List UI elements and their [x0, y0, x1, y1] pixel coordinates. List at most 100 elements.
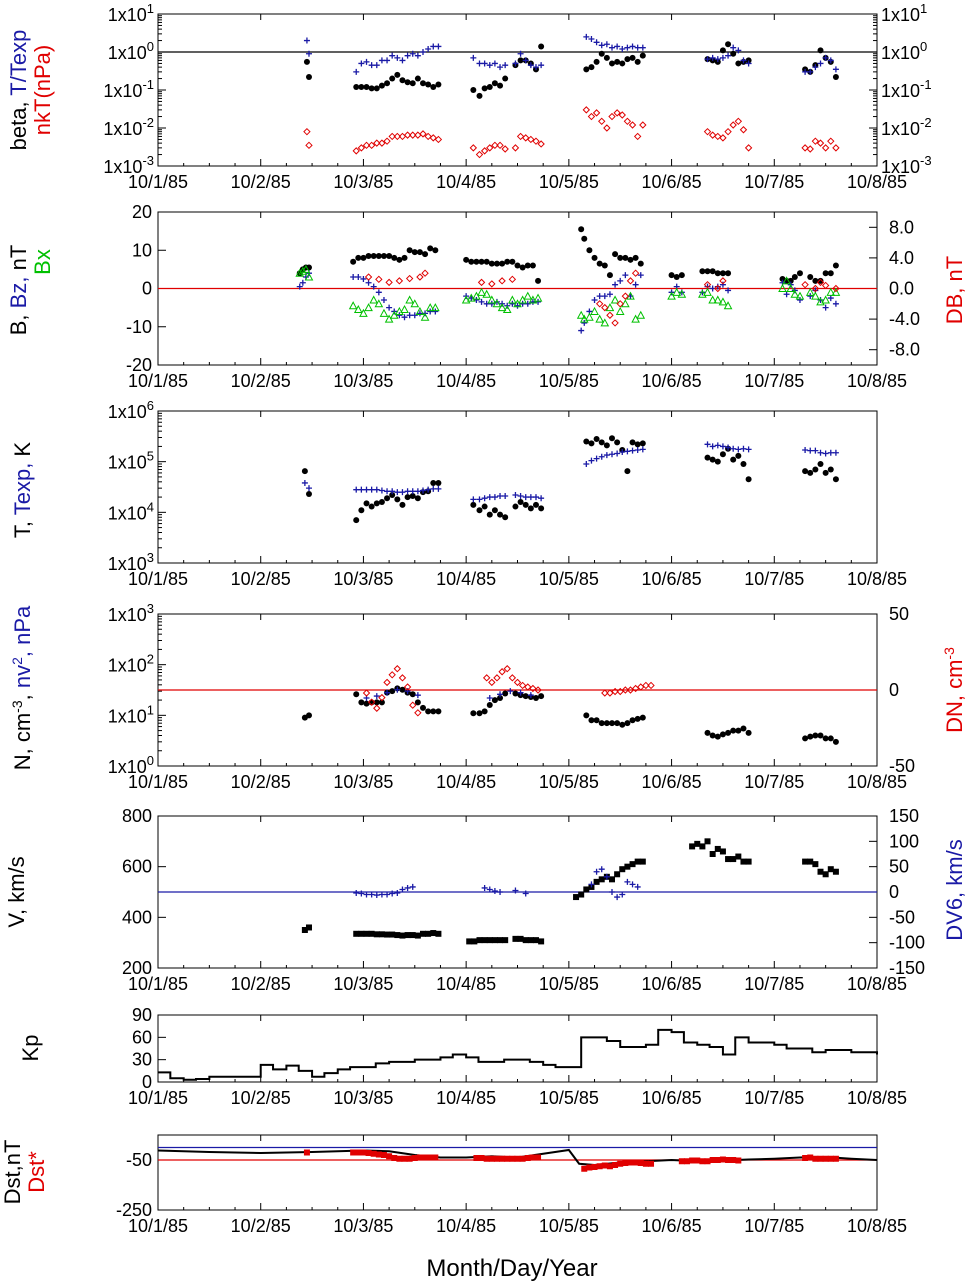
n-black-point: [812, 732, 819, 739]
n-red-point: [493, 674, 501, 682]
dst-red-point: [709, 1157, 716, 1163]
beta-blue-point: [812, 64, 819, 71]
v-black-point: [832, 868, 839, 875]
beta-black-point: [425, 81, 432, 88]
n-black-point: [807, 733, 814, 740]
n-black-point: [619, 721, 626, 728]
n-black-point: [373, 699, 380, 706]
b-green-point: [304, 272, 314, 281]
b-red-point: [364, 273, 373, 281]
b-black-point: [817, 277, 824, 284]
beta-blue-point: [368, 62, 375, 69]
beta-red-point: [516, 132, 525, 141]
v-blue-point: [353, 890, 360, 897]
v-black-point: [745, 858, 752, 865]
beta-red-point: [816, 139, 825, 147]
beta-red-point: [469, 144, 478, 152]
v-black-point: [817, 868, 824, 875]
b-green-point: [497, 303, 507, 312]
n-black-point: [802, 735, 809, 742]
b-green-point: [667, 291, 676, 300]
chart-marks: 10/1/85 10/2/85 10/3/85 10/4/85 10/5/85 10/6/…: [103, 1, 931, 1236]
b-black-point: [360, 254, 367, 261]
beta-blue-point: [435, 43, 442, 50]
t-black-point: [629, 439, 636, 446]
beta-black-point: [394, 71, 401, 78]
n-red-point: [601, 689, 609, 697]
t-black-point: [593, 436, 600, 443]
b-black-point: [365, 252, 372, 259]
beta-black-point: [598, 50, 605, 57]
beta-red-point: [388, 132, 396, 141]
n-red-point: [403, 683, 412, 691]
beta-black-point: [384, 80, 391, 87]
v-black-point: [373, 931, 380, 938]
b-blue-point: [355, 274, 362, 281]
b-black-point: [350, 258, 357, 265]
beta-red-point: [419, 130, 427, 138]
beta-black-point: [430, 83, 437, 90]
t-blue-point: [368, 486, 375, 493]
t-blue-point: [378, 487, 385, 494]
dst-red-point: [683, 1158, 690, 1165]
beta-ytick-label: 1x10-1: [103, 77, 154, 101]
b-black-point: [622, 254, 629, 261]
beta-red-point: [491, 141, 499, 150]
t-black-point: [583, 438, 590, 445]
n-date-label: 10/2/85: [231, 772, 291, 792]
b-green-point: [389, 310, 399, 319]
t-black-point: [470, 501, 477, 508]
dst-date-label: 10/7/85: [744, 1216, 804, 1236]
n-black-point: [603, 720, 610, 727]
kp-date-label: 10/4/85: [436, 1088, 496, 1108]
beta-black-point: [409, 80, 416, 87]
b-black-point: [832, 262, 839, 269]
t-blue-point: [512, 491, 519, 498]
beta-ylabel-red: nkT(nPa): [30, 45, 55, 135]
b-black-point: [529, 262, 536, 269]
v-blue-point: [368, 891, 375, 898]
beta-red-point: [501, 145, 509, 153]
dst-red-point: [807, 1154, 814, 1161]
t-black-point: [384, 495, 391, 502]
n-black-point: [389, 688, 396, 695]
b-black-point: [406, 247, 413, 254]
b-blue-point: [822, 304, 829, 311]
t-black-point: [373, 500, 380, 507]
t-blue-point: [614, 450, 621, 457]
dst-red-point: [612, 1162, 619, 1168]
dst-red-point: [596, 1163, 603, 1170]
v-ytick-right-label: -50: [889, 907, 915, 927]
kp-date-label: 10/6/85: [642, 1088, 702, 1108]
b-red-point: [488, 280, 496, 288]
b-green-point: [420, 312, 430, 321]
beta-black-point: [725, 41, 732, 48]
v-blue-point: [394, 890, 401, 897]
dst-red-point: [401, 1155, 408, 1162]
v-black-point: [598, 876, 605, 883]
kp-step-line: [158, 1028, 878, 1081]
v-date-label: 10/4/85: [436, 974, 496, 994]
kp-panel-frame: [157, 1014, 878, 1083]
t-black-point: [634, 441, 641, 448]
t-black-point: [305, 491, 312, 498]
t-date-label: 10/8/85: [847, 569, 907, 589]
beta-blue-point: [802, 68, 809, 75]
b-black-point: [627, 256, 634, 263]
b-green-point: [677, 289, 687, 298]
v-blue-point: [593, 868, 600, 875]
n-black-point: [522, 693, 529, 700]
beta-blue-point: [740, 57, 747, 64]
beta-black-point: [481, 85, 488, 92]
v-date-label: 10/5/85: [539, 974, 599, 994]
t-blue-point: [730, 445, 737, 452]
n-black-point: [358, 699, 365, 706]
n-black-point: [470, 710, 477, 717]
beta-blue-point: [481, 60, 488, 67]
n-ytick-label: 1x100: [108, 753, 154, 777]
beta-blue-point: [725, 52, 732, 59]
t-black-point: [389, 491, 396, 498]
n-blue-point: [497, 691, 504, 698]
v-blue-point: [384, 891, 391, 898]
